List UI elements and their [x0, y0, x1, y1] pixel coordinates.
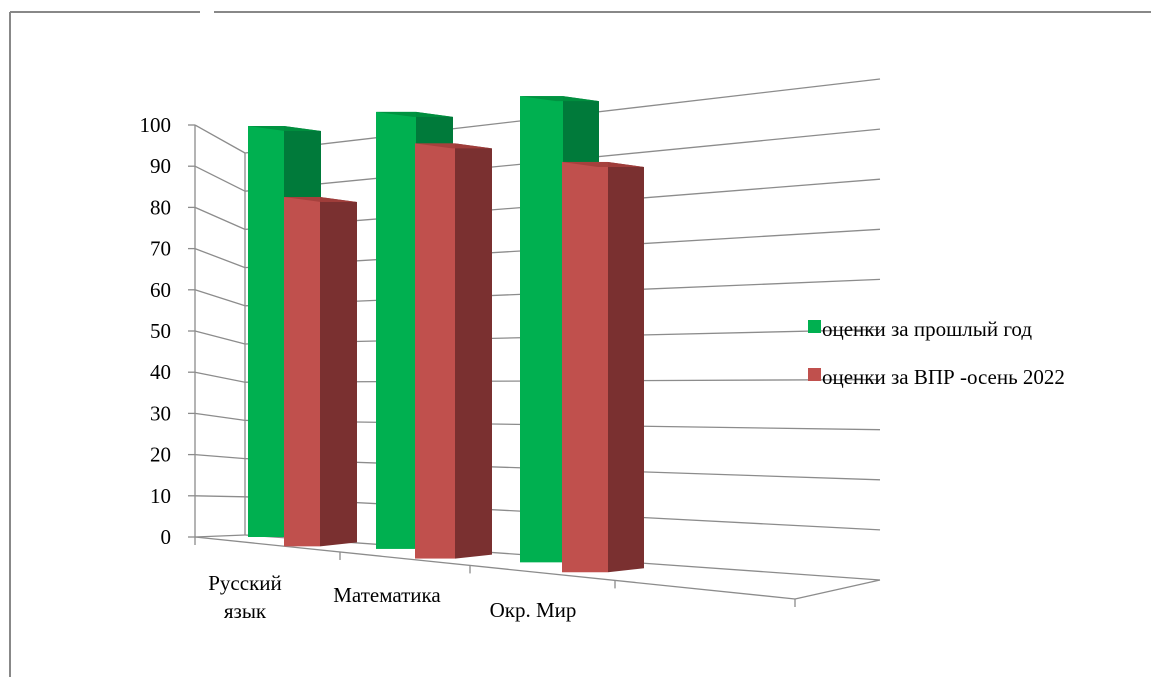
floor-right-edge	[794, 579, 881, 600]
axis-layer	[188, 124, 881, 607]
bar-layer	[248, 96, 644, 573]
label-layer: 0 10 20 30 40 50 60 70 80 90 100 Русский язык Математ…	[140, 113, 577, 623]
side-wall-line	[194, 247, 246, 269]
bar-top	[562, 161, 644, 167]
side-wall-line	[194, 412, 246, 422]
y-tick-label: 50	[150, 319, 171, 343]
bar-top	[248, 126, 321, 131]
bar-top	[415, 143, 492, 149]
y-tick-label: 60	[150, 278, 171, 302]
x-category-label: Русский язык	[208, 571, 282, 623]
side-wall-line	[194, 165, 246, 192]
y-tick-label: 80	[150, 195, 171, 219]
bar	[520, 96, 563, 563]
bar-side	[455, 143, 492, 559]
bar-top	[520, 96, 599, 102]
bar	[562, 161, 608, 573]
bar	[248, 126, 284, 537]
bar-side	[608, 161, 644, 573]
legend-swatch	[808, 320, 821, 333]
side-wall-line	[194, 289, 246, 307]
legend-layer: оценки за прошлый год оценки за ВПР -осен…	[808, 317, 1065, 389]
bar	[376, 111, 416, 549]
y-tick-label: 70	[150, 237, 171, 261]
legend-label: оценки за прошлый год	[822, 317, 1032, 341]
y-tick-label: 30	[150, 401, 171, 425]
side-wall-line	[194, 453, 246, 460]
x-category-label: Окр. Мир	[490, 598, 577, 622]
bar-side	[320, 197, 357, 547]
y-tick-label: 40	[150, 360, 171, 384]
bar-top	[376, 111, 453, 117]
floor-front-edge	[194, 536, 796, 600]
side-wall-line	[194, 330, 246, 345]
bar	[284, 197, 320, 547]
y-tick-label: 0	[161, 525, 172, 549]
bar-top	[284, 197, 357, 203]
side-wall-line	[194, 206, 246, 230]
bar	[415, 143, 455, 559]
legend-label: оценки за ВПР -осень 2022	[822, 365, 1065, 389]
y-tick-label: 100	[140, 113, 172, 137]
x-category-label: Математика	[333, 583, 441, 607]
y-tick-label: 90	[150, 154, 171, 178]
y-tick-label: 20	[150, 443, 171, 467]
side-wall-line	[194, 124, 246, 154]
side-wall-line	[194, 534, 246, 538]
legend-swatch	[808, 368, 821, 381]
side-wall-line	[194, 495, 246, 498]
y-tick-label: 10	[150, 484, 171, 508]
side-wall-line	[194, 371, 246, 383]
